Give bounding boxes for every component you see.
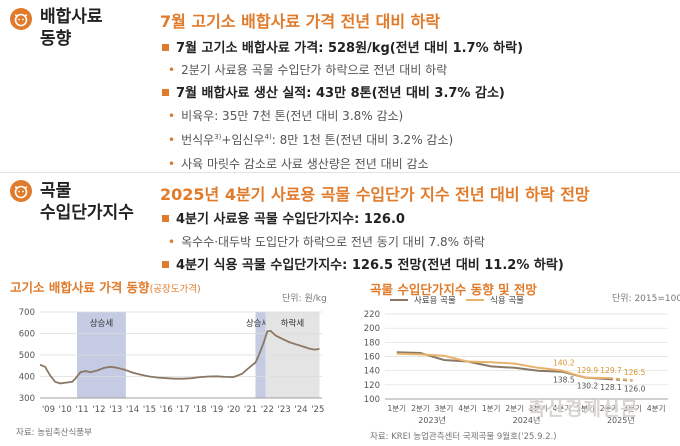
- x-tick-label: 3분기: [435, 404, 454, 413]
- data-label: 126.0: [624, 385, 646, 394]
- data-label: 129.9: [577, 366, 599, 375]
- watermark: 축산경제신문: [528, 398, 639, 420]
- chart2-source: 자료: KREI 농업관측센터 국제곡물 9월호('25.9.2.): [370, 432, 557, 442]
- x-tick-label: '11: [76, 405, 89, 415]
- section-divider: [0, 172, 680, 173]
- band-label: 하락세: [281, 318, 304, 329]
- chart2-unit: 단위: 2015=100: [612, 294, 680, 304]
- year-label: 2024년: [513, 415, 541, 425]
- data-label: 138.5: [553, 376, 575, 385]
- feed-grain-index-note: 옥수수·대두박 도입단가 하락으로 전년 동기 대비 7.8% 하락: [168, 233, 485, 250]
- data-label: 140.2: [553, 359, 575, 368]
- legend-label: 사료용 곡물: [414, 296, 456, 306]
- grain-index-chart: 사료용 곡물 식용 곡물 100 120 140 160 180 200 220 1분기 2분기 3분…: [364, 296, 668, 425]
- y-tick-label: 160: [364, 353, 380, 363]
- y-tick-label: 300: [19, 394, 35, 404]
- legend-label: 식용 곡물: [490, 296, 524, 306]
- y-tick-label: 220: [364, 310, 380, 320]
- x-tick-label: 1분기: [388, 404, 407, 413]
- food-grain-line: [396, 352, 610, 379]
- y-tick-label: 400: [19, 373, 35, 383]
- x-tick-label: '10: [59, 405, 72, 415]
- y-tick-label: 500: [19, 351, 35, 361]
- x-tick-label: '24: [294, 405, 307, 415]
- food-grain-index-bullet: 4분기 식용 곡물 수입단가지수: 126.5 전망(전년 대비 11.2% 하…: [162, 254, 564, 273]
- x-tick-label: 1분기: [576, 404, 595, 413]
- x-tick-label: '23: [278, 405, 291, 415]
- y-tick-label: 200: [364, 324, 380, 334]
- section1-headline: 7월 고기소 배합사료 가격 전년 대비 하락: [160, 12, 441, 31]
- herd-decline-note: 사육 마릿수 감소로 사료 생산량은 전년 대비 감소: [168, 155, 429, 172]
- chart2-title: 곡물 수입단가지수 동향 및 전망: [370, 282, 537, 297]
- y-tick-label: 140: [364, 367, 380, 377]
- section1-title: 배합사료 동향: [40, 7, 103, 49]
- chart1-source: 자료: 농림축산식품부: [16, 428, 92, 438]
- x-tick-label: '09: [42, 405, 55, 415]
- grain-section-icon: [10, 180, 32, 202]
- feed-section-icon: [10, 8, 32, 30]
- x-tick-label: '21: [244, 405, 257, 415]
- x-tick-label: '13: [109, 405, 122, 415]
- y-tick-label: 700: [19, 308, 35, 318]
- data-label: 130.2: [577, 382, 599, 391]
- x-tick-label: '18: [193, 405, 206, 415]
- section2-headline: 2025년 4분기 사료용 곡물 수입단가 지수 전년 대비 하락 전망: [160, 185, 590, 204]
- food-grain-forecast-line: [608, 377, 633, 382]
- feed-price-chart: 상승세 상승세 하락세 300 400 500 600 700 '09 '10 '11'12 '13 '…: [19, 308, 325, 415]
- y-tick-label: 600: [19, 330, 35, 340]
- x-tick-label: 2분기: [600, 404, 619, 413]
- chart1-unit: 단위: 원/kg: [282, 294, 327, 304]
- x-tick-label: 2분기: [505, 404, 524, 413]
- breeding-cattle-note: 번식우3)+임신우4): 8만 1천 톤(전년 대비 3.2% 감소): [168, 131, 453, 148]
- y-tick-label: 100: [364, 395, 380, 405]
- data-label: 128.1: [600, 383, 622, 392]
- section2-title: 곡물 수입단가지수: [40, 181, 134, 223]
- feed-grain-forecast-line: [608, 378, 633, 382]
- band-label: 상승세: [90, 318, 113, 329]
- feed-price-line: [39, 329, 320, 385]
- band-label: 상승세: [246, 318, 269, 329]
- y-tick-label: 120: [364, 381, 380, 391]
- year-label: 2025년: [607, 415, 635, 425]
- feed-grain-index-bullet: 4분기 사료용 곡물 수입단가지수: 126.0: [162, 208, 405, 227]
- x-tick-label: 2분기: [411, 404, 430, 413]
- x-tick-label: '15: [143, 405, 156, 415]
- chart1-title: 고기소 배합사료 가격 동향(공장도가격): [10, 280, 201, 295]
- x-tick-label: 4분기: [647, 404, 666, 413]
- x-tick-label: '16: [160, 405, 173, 415]
- fattening-cattle-note: 비육우: 35만 7천 톤(전년 대비 3.8% 감소): [168, 107, 403, 124]
- feed-price-bullet: 7월 고기소 배합사료 가격: 528원/kg(전년 대비 1.7% 하락): [162, 37, 523, 56]
- x-tick-label: 1분기: [482, 404, 501, 413]
- x-tick-label: 3분기: [623, 404, 642, 413]
- x-tick-label: '25: [311, 405, 324, 415]
- feed-production-bullet: 7월 배합사료 생산 실적: 43만 8톤(전년 대비 3.7% 감소): [162, 82, 505, 101]
- x-tick-label: 4분기: [553, 404, 572, 413]
- data-label: 129.7: [600, 366, 622, 375]
- x-tick-label: '22: [261, 405, 274, 415]
- x-tick-label: '12: [92, 405, 105, 415]
- y-tick-label: 180: [364, 338, 380, 348]
- data-label: 126.5: [624, 368, 646, 377]
- x-tick-label: '17: [177, 405, 190, 415]
- x-tick-label: 3분기: [529, 404, 548, 413]
- x-tick-label: '14: [126, 405, 139, 415]
- x-tick-label: '19: [210, 405, 223, 415]
- year-label: 2023년: [418, 415, 446, 425]
- x-tick-label: '20: [227, 405, 240, 415]
- feed-price-note: 2분기 사료용 곡물 수입단가 하락으로 전년 대비 하락: [168, 61, 447, 78]
- x-tick-label: 4분기: [458, 404, 477, 413]
